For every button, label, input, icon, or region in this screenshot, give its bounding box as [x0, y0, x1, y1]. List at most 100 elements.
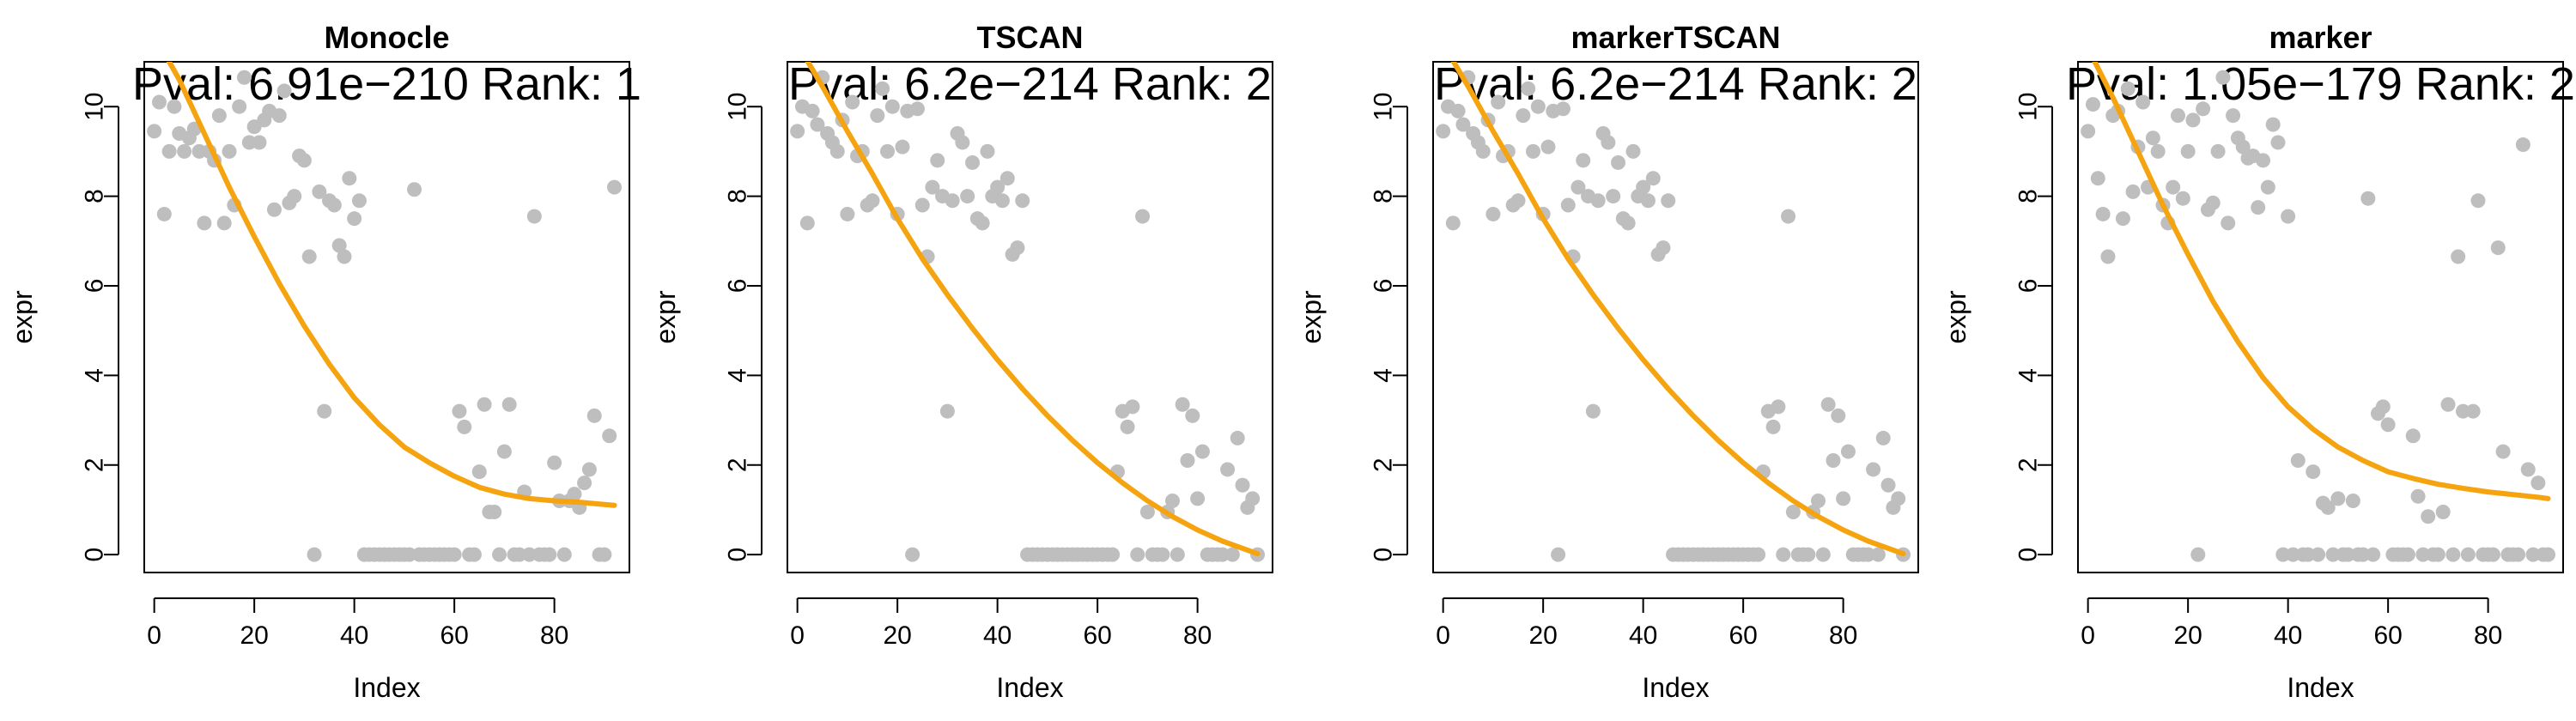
data-point	[447, 547, 462, 562]
x-tick-label: 40	[340, 621, 368, 650]
data-point	[2285, 547, 2300, 562]
data-point	[2325, 547, 2341, 562]
data-point	[342, 171, 357, 186]
data-point	[1516, 108, 1531, 124]
data-point	[2095, 206, 2111, 221]
data-point	[2265, 117, 2281, 132]
data-point	[1611, 154, 1626, 170]
data-point	[2375, 399, 2391, 415]
x-tick-label: 80	[1183, 621, 1212, 650]
chart-subtitle: Pval: 6.91e−210 Rank: 1	[132, 58, 641, 110]
data-point	[276, 83, 292, 99]
x-tick-label: 0	[2081, 621, 2095, 650]
data-point	[939, 403, 955, 419]
data-point	[512, 547, 527, 562]
x-tick-label: 40	[2274, 621, 2302, 650]
data-point	[2100, 249, 2116, 264]
data-point	[241, 135, 257, 150]
data-point	[526, 209, 542, 224]
data-point	[607, 179, 623, 195]
data-point	[151, 94, 167, 110]
data-point	[1571, 179, 1586, 195]
data-point	[2405, 428, 2421, 444]
chart-subtitle: Pval: 1.05e−179 Rank: 2	[2066, 58, 2575, 110]
data-point	[1485, 206, 1501, 221]
y-axis-label: expr	[650, 290, 681, 344]
data-point	[1170, 547, 1185, 562]
data-point	[2470, 193, 2486, 209]
data-point	[487, 505, 502, 520]
chart-title: TSCAN	[977, 20, 1084, 55]
data-point	[2520, 462, 2536, 477]
data-point	[2490, 240, 2506, 256]
data-point	[1625, 143, 1641, 159]
data-point	[2541, 547, 2556, 562]
y-tick-label: 2	[2014, 457, 2043, 472]
data-point	[167, 99, 182, 114]
data-point	[1215, 547, 1230, 562]
data-point	[2125, 184, 2141, 199]
data-point	[930, 153, 945, 168]
y-tick-label: 10	[724, 93, 752, 121]
x-tick-label: 80	[1829, 621, 1857, 650]
data-point	[895, 139, 910, 154]
data-point	[999, 171, 1015, 186]
data-point	[547, 455, 562, 470]
data-point	[211, 108, 227, 124]
chart-title: Monocle	[324, 20, 449, 55]
data-point	[2445, 547, 2461, 562]
data-point	[1105, 547, 1121, 562]
x-axis-label: Index	[353, 672, 420, 703]
y-tick-label: 8	[724, 189, 752, 203]
data-point	[577, 476, 592, 491]
data-point	[2495, 444, 2511, 459]
data-point	[2175, 191, 2190, 206]
data-point	[1125, 399, 1140, 415]
data-point	[870, 108, 885, 124]
data-point	[477, 397, 492, 412]
data-point	[1560, 197, 1576, 213]
data-point	[1831, 408, 1846, 423]
data-point	[2306, 464, 2321, 480]
data-point	[2170, 108, 2185, 124]
data-point	[496, 444, 512, 459]
data-point	[2421, 509, 2436, 524]
data-point	[337, 249, 352, 264]
data-point	[925, 179, 940, 195]
y-tick-label: 0	[724, 548, 752, 562]
data-point	[1880, 477, 1896, 493]
data-point	[2355, 547, 2371, 562]
y-axis-label: expr	[1296, 290, 1327, 344]
data-point	[597, 547, 612, 562]
data-point	[501, 397, 517, 412]
data-point	[1606, 189, 1621, 204]
data-point	[2410, 488, 2426, 504]
data-point	[2180, 143, 2196, 159]
data-point	[2290, 453, 2306, 469]
data-point	[1120, 419, 1135, 434]
data-point	[1245, 491, 1261, 506]
data-point	[1820, 397, 1836, 412]
data-point	[236, 70, 252, 85]
data-point	[1811, 493, 1826, 508]
y-tick-label: 10	[81, 93, 109, 121]
data-point	[2185, 112, 2201, 128]
data-point	[161, 143, 177, 159]
data-point	[156, 206, 172, 221]
x-tick-label: 0	[790, 621, 805, 650]
y-tick-label: 4	[2014, 368, 2043, 383]
data-point	[1875, 430, 1891, 445]
y-tick-label: 0	[81, 548, 109, 562]
data-layer	[1436, 62, 1911, 562]
data-point	[955, 135, 970, 150]
x-tick-label: 80	[2474, 621, 2502, 650]
data-point	[2081, 124, 2096, 139]
data-point	[884, 99, 900, 114]
data-point	[2210, 143, 2226, 159]
data-point	[2415, 547, 2431, 562]
plot-frame	[787, 61, 1273, 573]
data-point	[222, 143, 237, 159]
